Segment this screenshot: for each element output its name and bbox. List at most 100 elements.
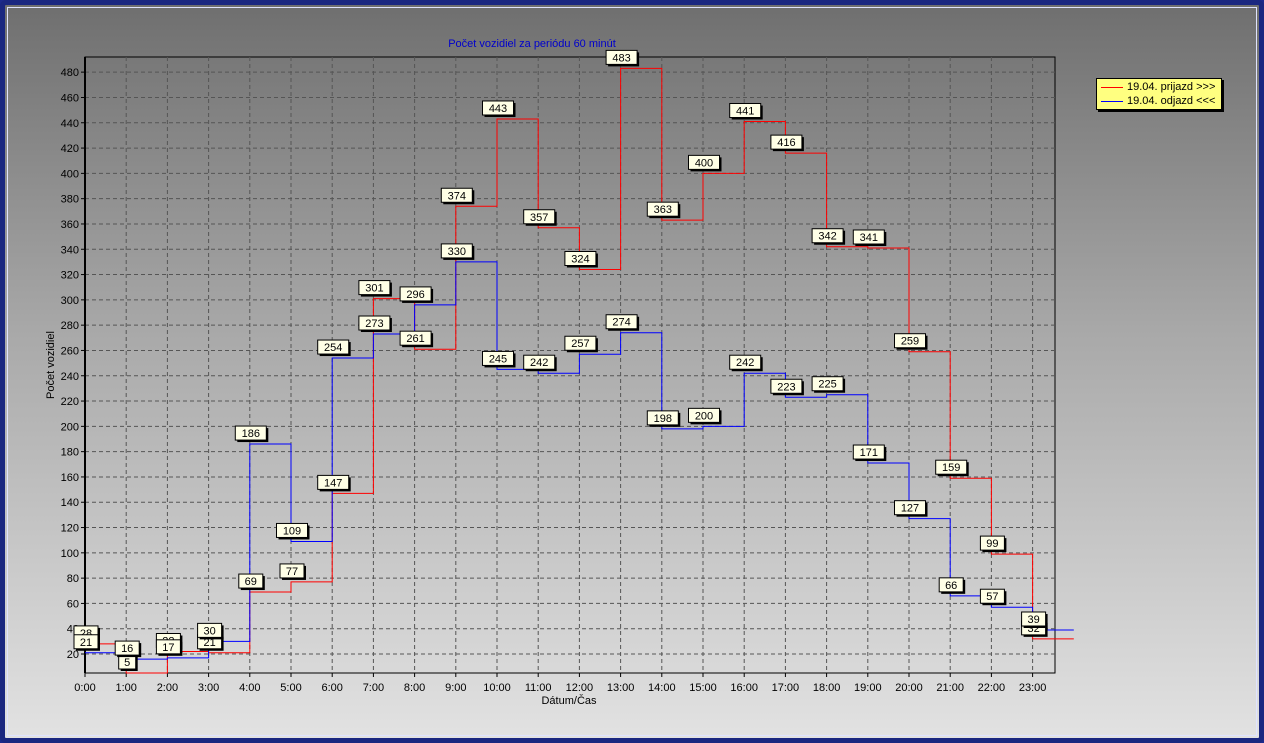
x-tick-label: 10:00 bbox=[483, 682, 511, 694]
data-label: 483 bbox=[605, 49, 640, 67]
data-label-box bbox=[358, 280, 391, 296]
data-label-value: 274 bbox=[612, 317, 630, 329]
data-label-box bbox=[1021, 611, 1047, 627]
data-label-box bbox=[894, 333, 926, 349]
x-tick-label: 8:00 bbox=[404, 682, 425, 694]
data-label: 245 bbox=[482, 350, 516, 368]
data-label-box bbox=[114, 640, 140, 656]
data-label: 242 bbox=[729, 354, 763, 372]
data-label-value: 273 bbox=[365, 318, 383, 330]
data-label: 171 bbox=[852, 444, 887, 462]
x-tick-label: 15:00 bbox=[689, 682, 717, 694]
data-label: 198 bbox=[646, 410, 681, 427]
y-tick-label: 160 bbox=[61, 472, 79, 484]
data-label: 330 bbox=[440, 243, 475, 260]
x-tick-label: 1:00 bbox=[115, 682, 136, 694]
data-label-value: 416 bbox=[777, 137, 795, 149]
y-tick-label: 60 bbox=[67, 598, 79, 610]
data-label-value: 441 bbox=[736, 106, 754, 118]
y-tick-label: 340 bbox=[61, 244, 79, 256]
legend: 19.04. prijazd >>> 19.04. odjazd <<< bbox=[1096, 78, 1222, 110]
data-label-value: 30 bbox=[203, 625, 215, 637]
data-label-value: 223 bbox=[777, 381, 795, 393]
data-label-value: 259 bbox=[901, 336, 919, 348]
y-tick-label: 420 bbox=[61, 143, 79, 155]
y-tick-label: 260 bbox=[61, 345, 79, 357]
x-tick-label: 6:00 bbox=[321, 682, 342, 694]
data-label: 261 bbox=[399, 330, 434, 348]
y-tick-label: 440 bbox=[61, 118, 79, 130]
data-label: 443 bbox=[482, 100, 516, 117]
y-tick-label: 200 bbox=[61, 421, 79, 433]
x-tick-label: 4:00 bbox=[239, 682, 260, 694]
data-label: 400 bbox=[688, 154, 722, 172]
data-label-value: 77 bbox=[286, 566, 298, 578]
data-label: 357 bbox=[523, 209, 557, 226]
data-label-value: 21 bbox=[80, 637, 92, 649]
data-label-value: 200 bbox=[695, 410, 713, 422]
data-label: 341 bbox=[852, 229, 887, 246]
data-label-value: 245 bbox=[489, 353, 507, 365]
data-label-value: 242 bbox=[736, 357, 754, 369]
data-label: 66 bbox=[938, 577, 966, 594]
x-tick-label: 18:00 bbox=[813, 682, 841, 694]
y-tick-label: 20 bbox=[67, 649, 79, 661]
data-label: 127 bbox=[894, 500, 928, 517]
data-label-box bbox=[317, 474, 350, 490]
data-label-box bbox=[317, 339, 350, 355]
data-label-box bbox=[482, 100, 514, 116]
data-label: 416 bbox=[770, 134, 804, 152]
data-label-box bbox=[894, 500, 926, 516]
data-label-value: 147 bbox=[324, 477, 342, 489]
data-label-value: 357 bbox=[530, 212, 548, 224]
data-label: 186 bbox=[234, 425, 269, 443]
data-label: 254 bbox=[317, 339, 351, 357]
data-label: 16 bbox=[114, 640, 142, 658]
data-label: 99 bbox=[979, 535, 1007, 553]
y-tick-label: 460 bbox=[61, 92, 79, 104]
legend-swatch-odjazd bbox=[1101, 100, 1123, 102]
data-label: 77 bbox=[279, 563, 306, 580]
y-tick-label: 220 bbox=[61, 396, 79, 408]
data-label-box bbox=[564, 335, 597, 351]
data-label: 159 bbox=[935, 459, 969, 477]
x-tick-label: 9:00 bbox=[445, 682, 466, 694]
y-tick-label: 320 bbox=[61, 270, 79, 282]
data-label-box bbox=[688, 154, 720, 170]
y-tick-label: 80 bbox=[67, 573, 79, 585]
legend-label-prijazd: 19.04. prijazd >>> bbox=[1127, 81, 1216, 93]
data-label-box bbox=[358, 315, 391, 331]
data-label-box bbox=[523, 209, 556, 225]
data-label-box bbox=[729, 103, 762, 119]
x-tick-label: 2:00 bbox=[157, 682, 178, 694]
data-label-box bbox=[852, 444, 885, 460]
data-label-value: 21 bbox=[203, 637, 215, 649]
data-label-box bbox=[482, 350, 514, 366]
data-label-box bbox=[811, 376, 844, 392]
y-tick-label: 140 bbox=[61, 497, 79, 509]
data-label-box bbox=[564, 251, 597, 267]
x-tick-label: 14:00 bbox=[648, 682, 676, 694]
data-label-box bbox=[279, 563, 305, 579]
data-label-value: 225 bbox=[818, 379, 836, 391]
data-label-value: 374 bbox=[448, 190, 466, 202]
y-tick-label: 180 bbox=[61, 447, 79, 459]
data-label-value: 242 bbox=[530, 357, 548, 369]
data-label-value: 99 bbox=[986, 538, 998, 550]
data-label: 30 bbox=[197, 622, 224, 640]
x-tick-label: 0:00 bbox=[74, 682, 95, 694]
grid-lines bbox=[85, 57, 1055, 673]
data-label-box bbox=[688, 407, 720, 423]
data-label-box bbox=[770, 134, 803, 150]
y-axis-label: Počet vozidiel bbox=[45, 331, 57, 399]
data-label: 109 bbox=[276, 522, 310, 540]
data-label-box bbox=[938, 577, 964, 593]
data-label-box bbox=[852, 229, 885, 245]
data-labels: 2852221697714730126137444335732448336340… bbox=[73, 49, 1048, 671]
data-label: 274 bbox=[605, 314, 640, 331]
y-tick-label: 400 bbox=[61, 168, 79, 180]
data-label-box bbox=[73, 634, 99, 650]
data-label-value: 17 bbox=[162, 642, 174, 654]
window-inner-border bbox=[7, 7, 1257, 736]
data-label-box bbox=[646, 201, 679, 217]
